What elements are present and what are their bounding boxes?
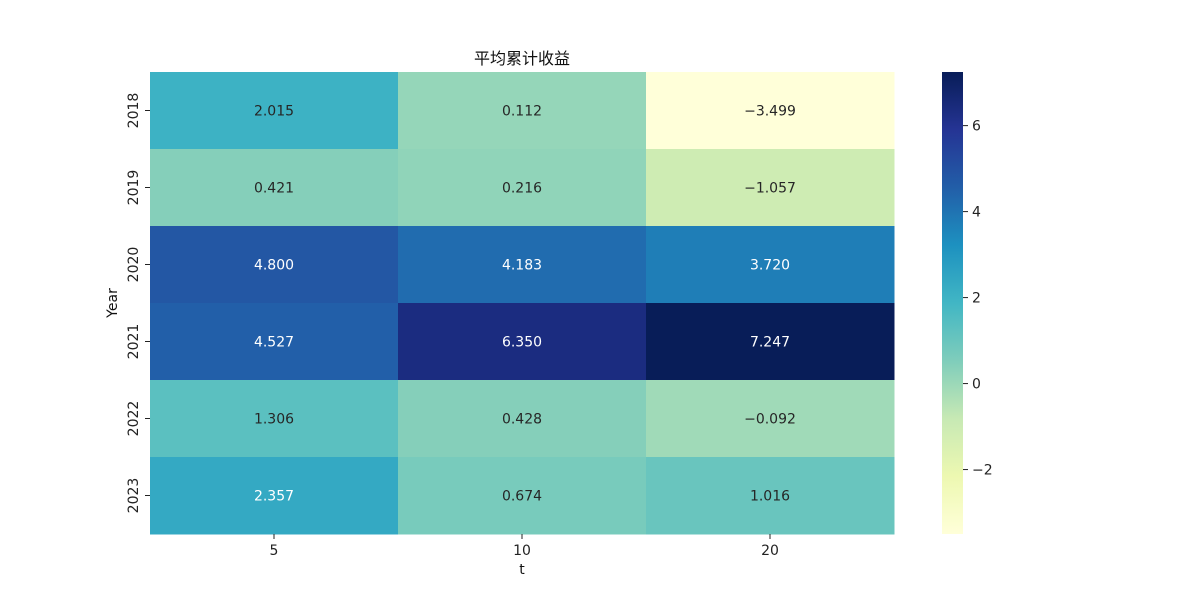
heatmap-cell bbox=[398, 380, 647, 458]
x-tick-label: 5 bbox=[270, 543, 279, 559]
x-tick-label: 20 bbox=[761, 543, 779, 559]
cell-value-label: 0.216 bbox=[502, 181, 542, 197]
y-tick-label: 2019 bbox=[126, 170, 142, 206]
colorbar-tick-label: 6 bbox=[972, 119, 981, 135]
y-tick-label: 2022 bbox=[126, 401, 142, 437]
heatmap-cell bbox=[646, 303, 895, 381]
y-tick-label: 2023 bbox=[126, 478, 142, 514]
heatmap-cell bbox=[150, 149, 399, 227]
heatmap-cell bbox=[150, 303, 399, 381]
colorbar-gradient bbox=[942, 72, 963, 534]
heatmap-cells: 2.015 0.112 −3.499 0.421 0.216 −1.057 4.800 4.1… bbox=[150, 72, 895, 535]
cell-value-label: 0.674 bbox=[502, 489, 542, 505]
cell-value-label: 0.421 bbox=[254, 181, 294, 197]
heatmap-cell bbox=[398, 149, 647, 227]
heatmap-cell bbox=[646, 226, 895, 304]
cell-value-label: 7.247 bbox=[750, 335, 790, 351]
cell-value-label: 1.016 bbox=[750, 489, 790, 505]
y-axis-label: Year bbox=[105, 288, 121, 319]
colorbar-tick-label: 0 bbox=[972, 377, 981, 393]
cell-value-label: 4.527 bbox=[254, 335, 294, 351]
cell-value-label: 0.428 bbox=[502, 412, 542, 428]
heatmap-cell bbox=[150, 457, 399, 535]
chart-title: 平均累计收益 bbox=[474, 49, 570, 68]
heatmap-cell bbox=[150, 380, 399, 458]
cell-value-label: −3.499 bbox=[744, 104, 796, 120]
heatmap-cell bbox=[398, 457, 647, 535]
x-tick-label: 10 bbox=[513, 543, 531, 559]
cell-value-label: 1.306 bbox=[254, 412, 294, 428]
heatmap-cell bbox=[398, 72, 647, 150]
y-axis: 2018 2019 2020 2021 2022 2023 bbox=[126, 93, 150, 514]
heatmap-cell bbox=[646, 457, 895, 535]
cell-value-label: −1.057 bbox=[744, 181, 796, 197]
cell-value-label: 0.112 bbox=[502, 104, 542, 120]
heatmap-cell bbox=[398, 226, 647, 304]
heatmap-cell bbox=[646, 72, 895, 150]
y-tick-label: 2020 bbox=[126, 247, 142, 283]
cell-value-label: 2.357 bbox=[254, 489, 294, 505]
colorbar-tick-label: 2 bbox=[972, 291, 981, 307]
cell-value-label: 2.015 bbox=[254, 104, 294, 120]
cell-value-label: 4.183 bbox=[502, 258, 542, 274]
heatmap-cell bbox=[150, 72, 399, 150]
y-tick-label: 2021 bbox=[126, 324, 142, 360]
cell-value-label: 4.800 bbox=[254, 258, 294, 274]
heatmap-cell bbox=[646, 380, 895, 458]
cell-value-label: 3.720 bbox=[750, 258, 790, 274]
cell-value-label: 6.350 bbox=[502, 335, 542, 351]
x-axis: 5 10 20 bbox=[270, 534, 779, 559]
colorbar-tick-label: 4 bbox=[972, 205, 981, 221]
y-tick-label: 2018 bbox=[126, 93, 142, 129]
colorbar-tick-label: −2 bbox=[972, 463, 993, 479]
x-axis-label: t bbox=[519, 562, 525, 578]
heatmap-cell bbox=[398, 303, 647, 381]
colorbar: −2 0 2 4 6 bbox=[942, 72, 993, 534]
cell-value-label: −0.092 bbox=[744, 412, 796, 428]
heatmap-cell bbox=[150, 226, 399, 304]
heatmap-cell bbox=[646, 149, 895, 227]
